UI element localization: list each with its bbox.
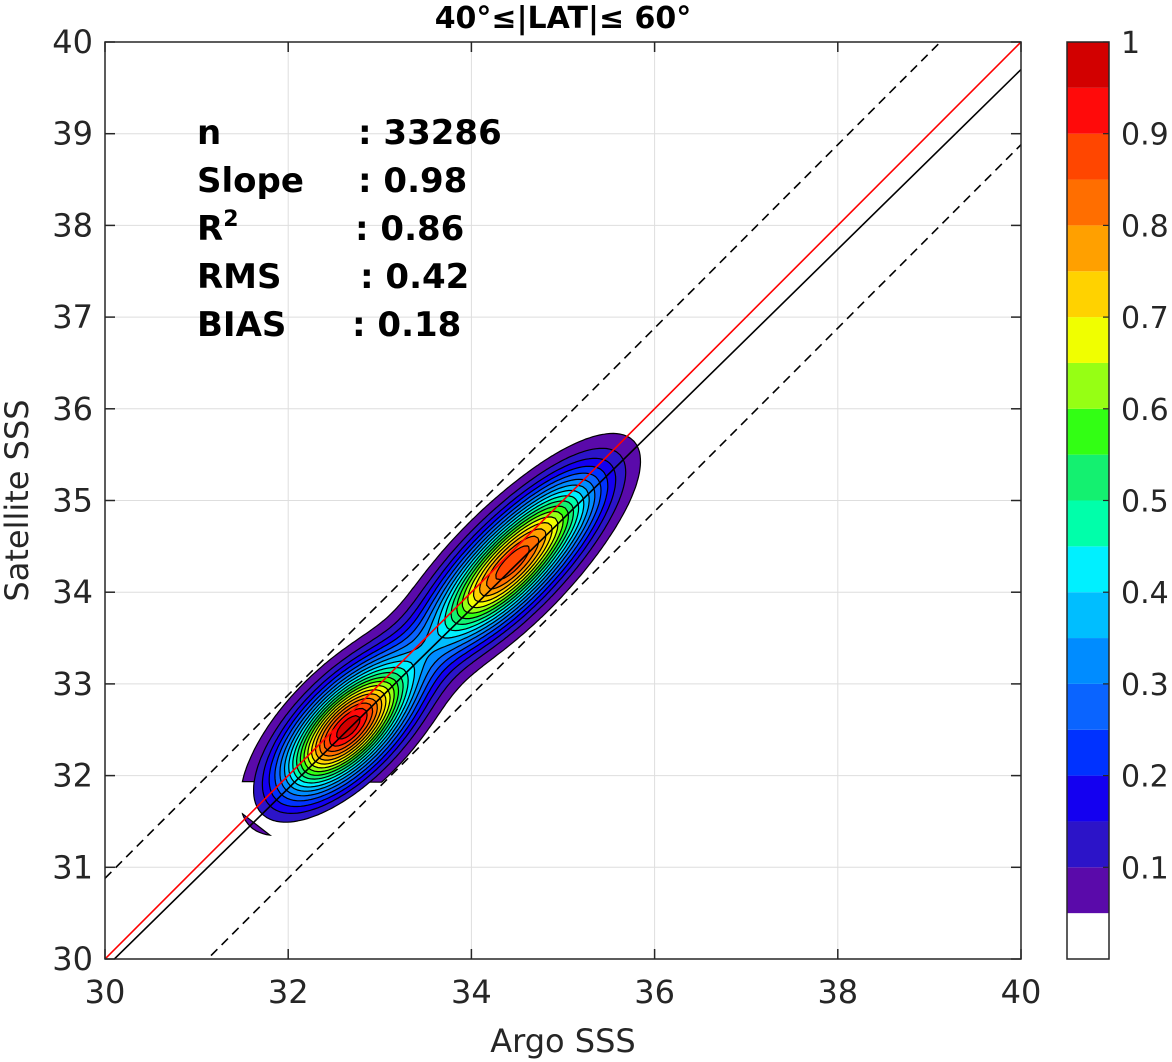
colorbar-swatch (1067, 500, 1109, 547)
colorbar-tick-label: 1 (1121, 26, 1140, 61)
colorbar-tick-label: 0.7 (1121, 301, 1169, 336)
y-tick-label: 40 (52, 23, 93, 61)
colorbar-swatch (1067, 729, 1109, 776)
y-tick-label: 38 (52, 206, 93, 244)
colorbar-swatch (1067, 821, 1109, 868)
x-axis-label: Argo SSS (490, 1022, 635, 1060)
colorbar-swatch (1067, 87, 1109, 134)
colorbar-swatch (1067, 133, 1109, 180)
colorbar-swatch (1067, 408, 1109, 455)
x-tick-label: 36 (634, 973, 675, 1011)
colorbar-tick-label: 0.6 (1121, 393, 1169, 428)
density-contour-level (495, 545, 530, 581)
colorbar-swatch (1067, 546, 1109, 593)
colorbar-tick-label: 0.9 (1121, 118, 1169, 153)
statistics-panel: n : 33286 Slope : 0.98 R2 : 0.86 RMS : 0.42 BIAS… (197, 113, 502, 345)
colorbar: 0.1 0.2 0.3 0.4 0.5 0.6 0.7 0.8 0.9 1 (1066, 26, 1169, 960)
y-tick-label: 33 (52, 665, 93, 703)
axis-ticks: 30 32 34 36 38 40 30 31 32 33 34 35 36 37 38 39 40 (52, 23, 1041, 1011)
stat-label: R2 (197, 207, 239, 249)
y-axis-label: Satellite SSS (0, 399, 36, 601)
x-tick-label: 38 (817, 973, 858, 1011)
reference-line-1:1 (105, 42, 1021, 959)
stat-superscript: 2 (223, 207, 238, 232)
y-tick-label: 32 (52, 757, 93, 795)
chart-title: 40°≤|LAT|≤ 60° (435, 1, 692, 36)
stat-label: Slope (197, 161, 304, 201)
y-tick-label: 30 (52, 940, 93, 978)
reference-lines (105, 42, 1021, 959)
colorbar-tick-label: 0.4 (1121, 576, 1169, 611)
stat-value: : 33286 (358, 113, 502, 153)
stat-value: : 0.98 (358, 161, 467, 201)
colorbar-tick-label: 0.1 (1121, 851, 1169, 886)
x-tick-label: 32 (268, 973, 309, 1011)
colorbar-swatch (1067, 317, 1109, 363)
stat-value: : 0.42 (360, 257, 469, 297)
y-tick-label: 35 (52, 482, 93, 520)
x-tick-label: 30 (85, 973, 126, 1011)
x-tick-label: 40 (1001, 973, 1042, 1011)
stat-value: : 0.86 (355, 209, 464, 249)
reference-line-lower-bound (206, 144, 1021, 959)
y-tick-label: 39 (52, 115, 93, 153)
colorbar-tick-label: 0.3 (1121, 668, 1169, 703)
colorbar-swatch (1067, 775, 1109, 822)
density-contour-level (336, 714, 361, 740)
colorbar-swatch (1067, 362, 1109, 409)
colorbar-swatch (1067, 225, 1109, 272)
reference-line-fit (113, 68, 1021, 959)
colorbar-swatch (1067, 179, 1109, 226)
stat-label: RMS (197, 257, 282, 297)
colorbar-swatch (1067, 42, 1109, 88)
colorbar-swatch (1067, 454, 1109, 501)
y-tick-label: 37 (52, 298, 93, 336)
x-tick-label: 34 (451, 973, 492, 1011)
stat-value: : 0.18 (352, 305, 461, 345)
y-tick-label: 34 (52, 573, 93, 611)
colorbar-swatch (1067, 867, 1109, 914)
colorbar-swatch (1067, 638, 1109, 684)
density-contour-level (241, 812, 273, 837)
density-contours (241, 432, 642, 837)
stat-label: BIAS (197, 305, 286, 345)
colorbar-swatch (1067, 592, 1109, 639)
colorbar-swatch (1067, 913, 1109, 959)
colorbar-tick-label: 0.8 (1121, 209, 1169, 244)
colorbar-swatch (1067, 683, 1109, 730)
stat-label: n (197, 113, 221, 153)
y-tick-label: 31 (52, 848, 93, 886)
colorbar-tick-label: 0.5 (1121, 485, 1169, 520)
reference-line-upper-bound (105, 42, 942, 879)
colorbar-tick-label: 0.2 (1121, 760, 1169, 795)
colorbar-swatch (1067, 271, 1109, 318)
y-tick-label: 36 (52, 390, 93, 428)
